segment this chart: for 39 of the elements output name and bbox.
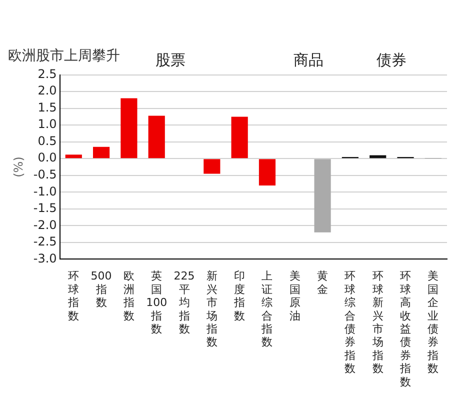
- chart-title: 欧洲股市上周攀升: [8, 48, 120, 64]
- y-tick-label: 2.0: [38, 84, 57, 98]
- bar: [258, 159, 276, 186]
- y-tick-label: 0.5: [38, 134, 57, 148]
- y-tick-label: 1.0: [38, 117, 57, 132]
- bar: [120, 98, 138, 158]
- x-tick-label: 美国企业债券指数: [426, 270, 439, 376]
- y-tick-label: -1.5: [33, 201, 57, 216]
- y-tick-label: 0.0: [38, 150, 57, 165]
- y-tick-label: 1.5: [38, 100, 57, 114]
- text: 股票: [155, 51, 186, 70]
- text: 商品: [294, 51, 324, 70]
- text: 债券: [376, 51, 407, 70]
- y-tick-label: -2.0: [33, 218, 57, 232]
- y-tick-label: -2.5: [33, 234, 57, 249]
- category-label: 环球高收益债券指数: [400, 270, 412, 388]
- x-tick-label: 新兴市场指数: [205, 270, 218, 349]
- x-tick-label: 印度指数: [233, 270, 246, 322]
- bar: [65, 154, 82, 158]
- bar: [93, 146, 110, 158]
- x-tick-label: 500 指数: [90, 270, 112, 310]
- x-tick-label: 欧洲指数: [122, 270, 134, 322]
- x-tick-label: 环球综合债券指数: [344, 270, 356, 376]
- x-tick-label: 美国原油: [289, 270, 300, 322]
- x-tick-label: 英国 100 指数: [146, 270, 168, 336]
- y-tick-label: -1.0: [33, 184, 57, 198]
- x-tick-label: 环球指数: [67, 270, 80, 322]
- y-tick-label: 2.5: [38, 66, 57, 81]
- bar: [231, 116, 248, 158]
- y-tick-label: -0.5: [33, 168, 57, 182]
- x-tick-label: 上证综合指数: [260, 270, 273, 349]
- x-tick-label: 环球新兴市场指数: [371, 270, 384, 376]
- x-tick-label: 225 平均指数: [174, 270, 195, 336]
- x-tick-label: 黄金: [317, 270, 328, 296]
- bar: [204, 159, 220, 174]
- bar: [148, 116, 165, 158]
- bar: [314, 159, 331, 232]
- y-tick-label: -3.0: [33, 251, 57, 266]
- y-axis-title: (%): [11, 156, 26, 178]
